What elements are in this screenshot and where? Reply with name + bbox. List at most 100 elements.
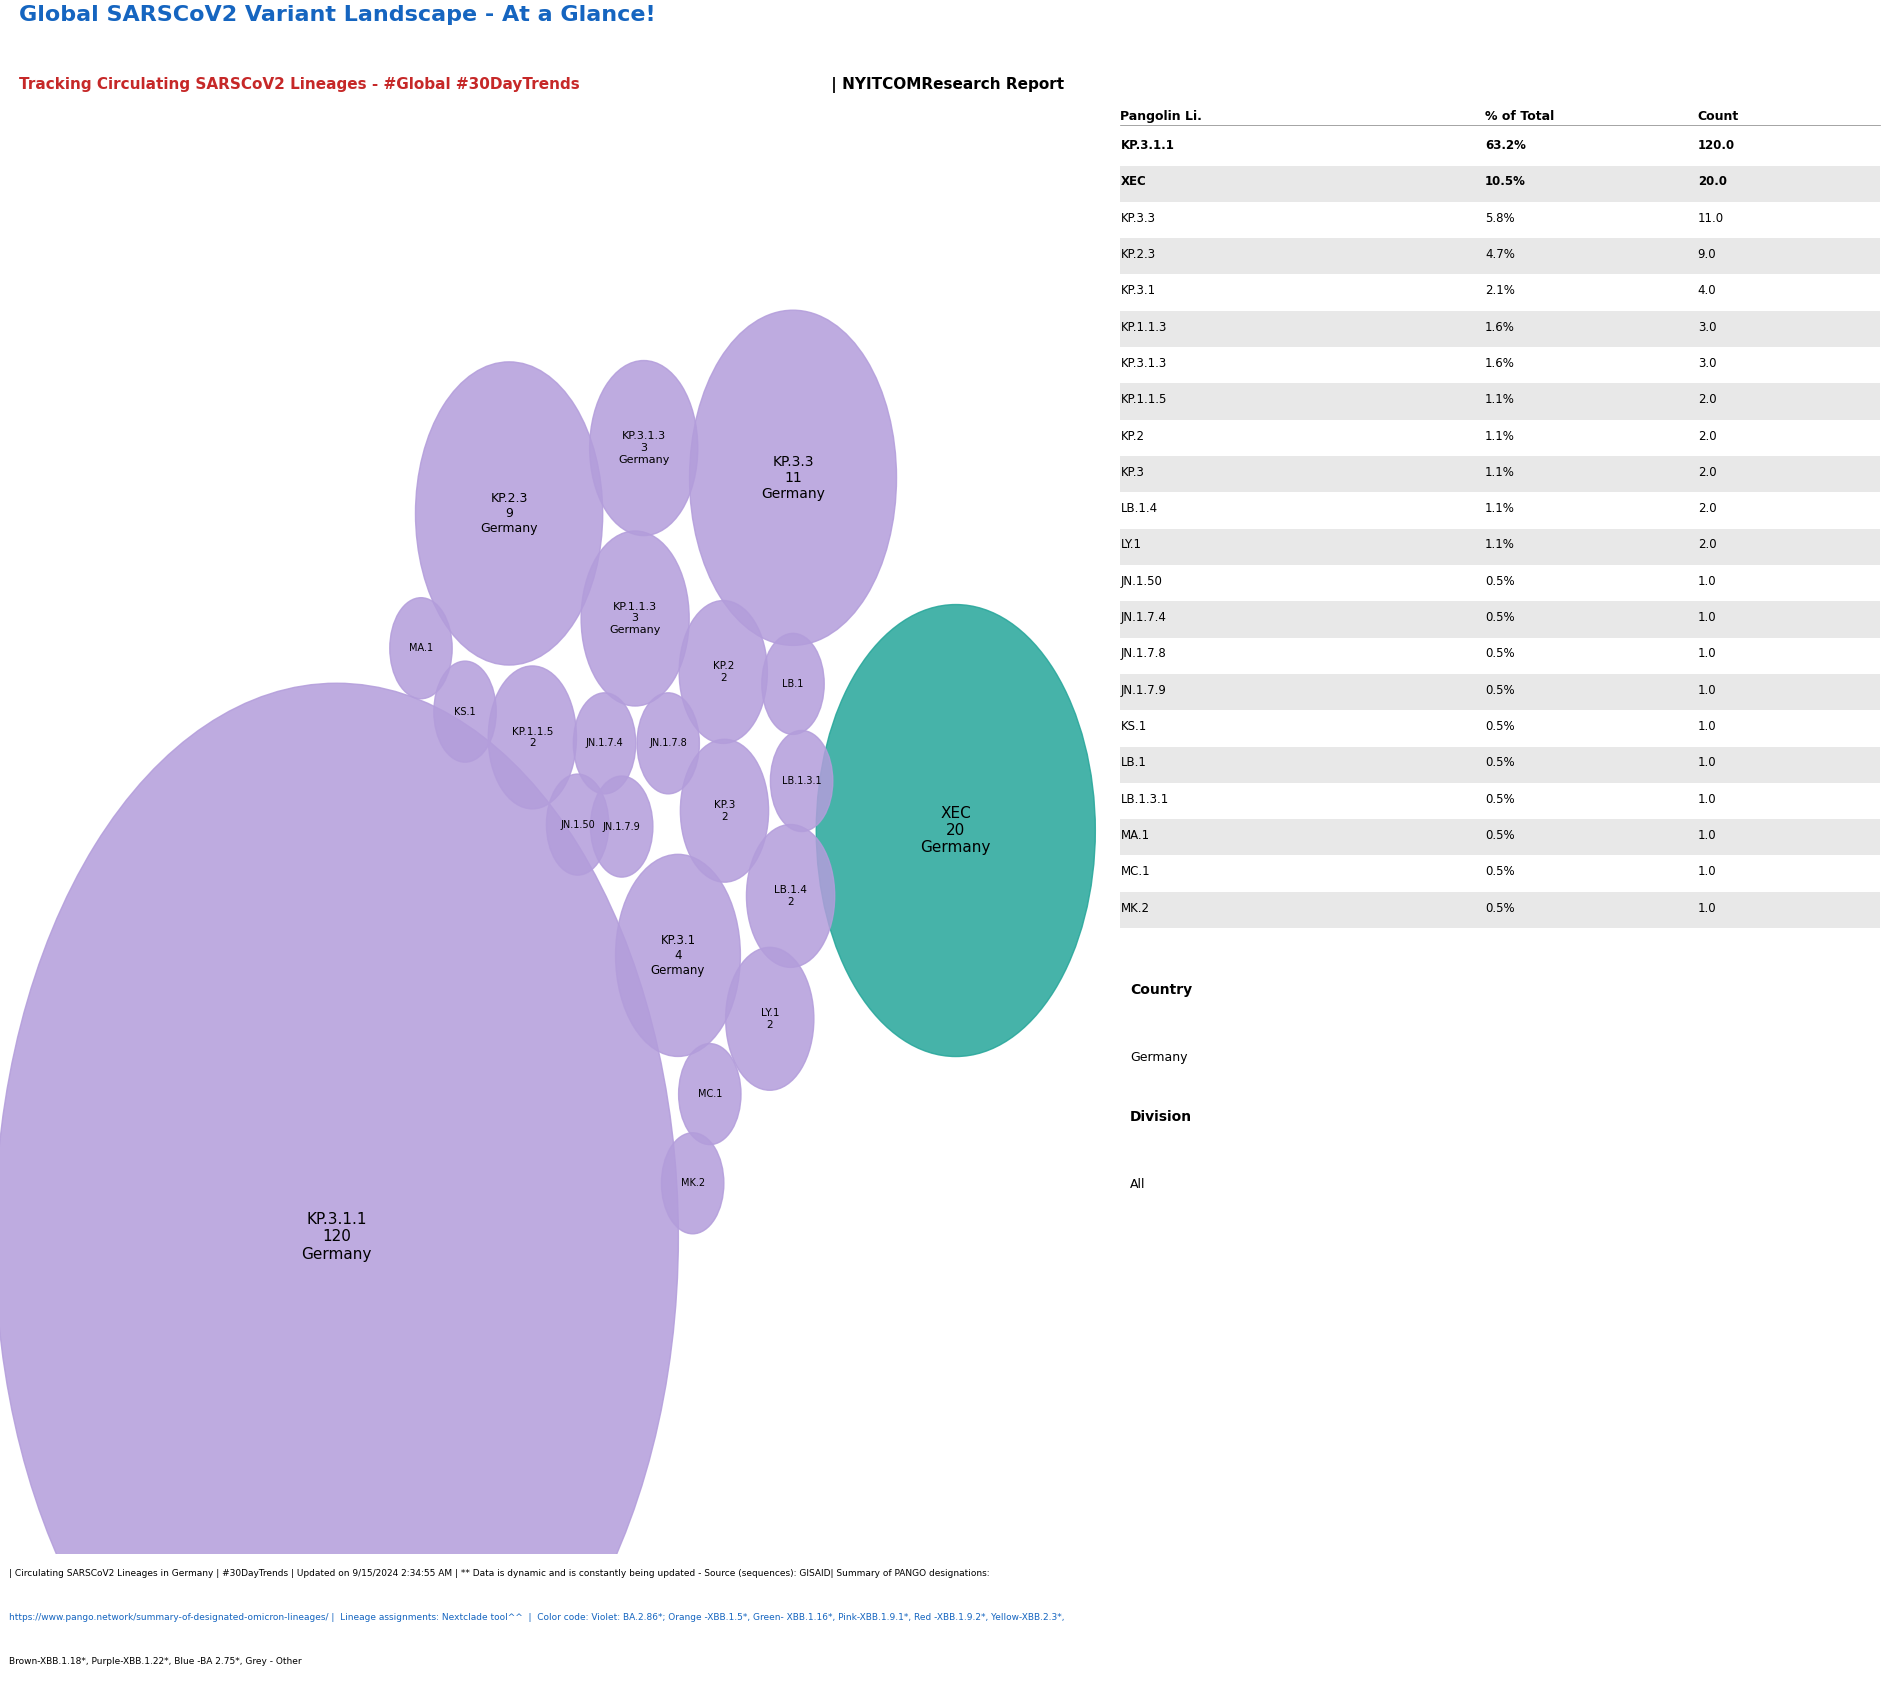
Text: 0.5%: 0.5% — [1484, 684, 1515, 698]
Text: KP.1.1.5
2: KP.1.1.5 2 — [511, 726, 552, 748]
Text: | NYITCOMResearch Report: | NYITCOMResearch Report — [826, 76, 1065, 93]
Text: 1.0: 1.0 — [1697, 574, 1716, 588]
Circle shape — [0, 684, 678, 1689]
Text: KP.3
2: KP.3 2 — [714, 801, 735, 821]
Text: 120.0: 120.0 — [1697, 138, 1735, 152]
Circle shape — [761, 633, 824, 735]
Bar — [1120, 238, 1879, 275]
Circle shape — [678, 1044, 740, 1145]
Bar — [1120, 601, 1879, 637]
Text: Brown-XBB.1.18*, Purple-XBB.1.22*, Blue -BA 2.75*, Grey - Other: Brown-XBB.1.18*, Purple-XBB.1.22*, Blue … — [9, 1657, 302, 1667]
Text: 1.6%: 1.6% — [1484, 356, 1515, 370]
Text: Germany: Germany — [1129, 1051, 1186, 1064]
Bar — [1120, 456, 1879, 493]
Text: 63.2%: 63.2% — [1484, 138, 1526, 152]
Circle shape — [581, 530, 689, 706]
Text: MA.1: MA.1 — [1120, 829, 1148, 843]
Text: All: All — [1129, 1179, 1144, 1191]
Circle shape — [679, 601, 767, 743]
Bar — [1120, 311, 1879, 348]
Text: 2.1%: 2.1% — [1484, 284, 1515, 297]
Text: KP.2
2: KP.2 2 — [712, 660, 733, 682]
Circle shape — [590, 360, 697, 535]
Text: KP.1.1.3: KP.1.1.3 — [1120, 321, 1165, 334]
Text: 0.5%: 0.5% — [1484, 792, 1515, 806]
Text: 1.0: 1.0 — [1697, 684, 1716, 698]
Text: KP.1.1.5: KP.1.1.5 — [1120, 394, 1165, 407]
Text: 1.0: 1.0 — [1697, 647, 1716, 660]
Circle shape — [590, 775, 653, 877]
Text: MK.2: MK.2 — [1120, 902, 1148, 915]
Bar — [1120, 529, 1879, 564]
Text: 3.0: 3.0 — [1697, 321, 1716, 334]
Circle shape — [725, 948, 814, 1091]
Text: 0.5%: 0.5% — [1484, 757, 1515, 770]
Text: KP.3.1.3: KP.3.1.3 — [1120, 356, 1165, 370]
Text: | Circulating SARSCoV2 Lineages in Germany | #30DayTrends | Updated on 9/15/2024: | Circulating SARSCoV2 Lineages in Germa… — [9, 1569, 989, 1578]
Circle shape — [389, 598, 452, 699]
Text: 5.8%: 5.8% — [1484, 211, 1515, 225]
Text: JN.1.7.4: JN.1.7.4 — [585, 738, 623, 748]
Circle shape — [689, 311, 896, 645]
Text: LB.1: LB.1 — [782, 679, 803, 689]
Text: 0.5%: 0.5% — [1484, 574, 1515, 588]
Circle shape — [746, 824, 835, 968]
Circle shape — [488, 665, 577, 809]
Text: https://www.pango.network/summary-of-designated-omicron-lineages/ |  Lineage ass: https://www.pango.network/summary-of-des… — [9, 1613, 1065, 1621]
Text: 1.0: 1.0 — [1697, 865, 1716, 878]
Text: 9.0: 9.0 — [1697, 248, 1716, 262]
Text: Division: Division — [1129, 1110, 1192, 1123]
Text: 1.0: 1.0 — [1697, 902, 1716, 915]
Text: KP.3.1: KP.3.1 — [1120, 284, 1154, 297]
Text: 11.0: 11.0 — [1697, 211, 1723, 225]
Text: JN.1.7.9: JN.1.7.9 — [602, 821, 640, 831]
Bar — [1120, 747, 1879, 784]
Text: Tracking Circulating SARSCoV2 Lineages - #Global #30DayTrends: Tracking Circulating SARSCoV2 Lineages -… — [19, 76, 579, 91]
Circle shape — [547, 774, 609, 875]
Text: 0.5%: 0.5% — [1484, 829, 1515, 843]
Text: 4.7%: 4.7% — [1484, 248, 1515, 262]
Text: KP.3.1.1: KP.3.1.1 — [1120, 138, 1173, 152]
Circle shape — [771, 730, 833, 831]
Text: KP.3.1.3
3
Germany: KP.3.1.3 3 Germany — [617, 431, 670, 464]
Text: JN.1.7.9: JN.1.7.9 — [1120, 684, 1165, 698]
Bar — [1120, 383, 1879, 421]
Text: JN.1.7.8: JN.1.7.8 — [649, 738, 687, 748]
Text: LB.1: LB.1 — [1120, 757, 1146, 770]
Text: 2.0: 2.0 — [1697, 394, 1716, 407]
Bar — [1120, 166, 1879, 203]
Text: 1.0: 1.0 — [1697, 792, 1716, 806]
Text: 0.5%: 0.5% — [1484, 611, 1515, 625]
Text: 3.0: 3.0 — [1697, 356, 1716, 370]
Text: KP.1.1.3
3
Germany: KP.1.1.3 3 Germany — [609, 601, 661, 635]
Text: MC.1: MC.1 — [1120, 865, 1150, 878]
Text: 2.0: 2.0 — [1697, 429, 1716, 443]
Text: % of Total: % of Total — [1484, 110, 1553, 123]
Text: KS.1: KS.1 — [454, 706, 476, 716]
Text: KS.1: KS.1 — [1120, 720, 1146, 733]
Text: MK.2: MK.2 — [679, 1179, 704, 1189]
Text: 1.1%: 1.1% — [1484, 539, 1515, 552]
Text: LB.1.3.1: LB.1.3.1 — [782, 775, 822, 785]
Text: JN.1.7.4: JN.1.7.4 — [1120, 611, 1165, 625]
Text: Pangolin Li.: Pangolin Li. — [1120, 110, 1201, 123]
Circle shape — [573, 692, 636, 794]
Text: JN.1.50: JN.1.50 — [1120, 574, 1162, 588]
Text: 1.1%: 1.1% — [1484, 466, 1515, 480]
Text: 0.5%: 0.5% — [1484, 865, 1515, 878]
Text: LB.1.3.1: LB.1.3.1 — [1120, 792, 1167, 806]
Text: KP.3.1.1
120
Germany: KP.3.1.1 120 Germany — [302, 1213, 372, 1262]
Text: XEC: XEC — [1120, 176, 1146, 189]
Text: JN.1.7.8: JN.1.7.8 — [1120, 647, 1165, 660]
Text: 0.5%: 0.5% — [1484, 647, 1515, 660]
Text: 10.5%: 10.5% — [1484, 176, 1526, 189]
Text: JN.1.50: JN.1.50 — [560, 819, 594, 829]
Text: 1.0: 1.0 — [1697, 757, 1716, 770]
Text: 2.0: 2.0 — [1697, 539, 1716, 552]
Text: LY.1: LY.1 — [1120, 539, 1141, 552]
Circle shape — [433, 660, 495, 762]
Text: 1.0: 1.0 — [1697, 720, 1716, 733]
Text: KP.3: KP.3 — [1120, 466, 1144, 480]
Text: 2.0: 2.0 — [1697, 466, 1716, 480]
Text: 1.1%: 1.1% — [1484, 394, 1515, 407]
